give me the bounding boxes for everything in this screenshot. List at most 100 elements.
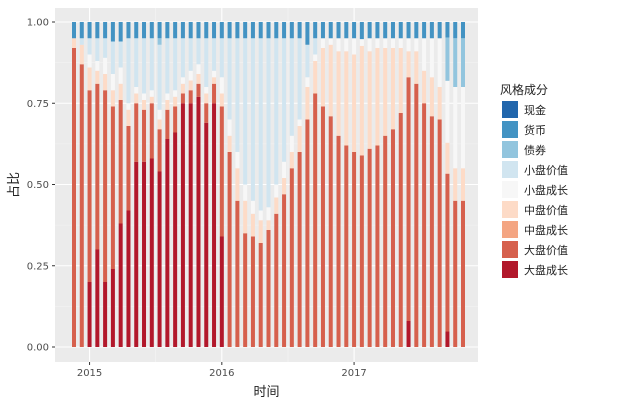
x-tick-label: 2015 (77, 368, 102, 379)
bar-segment (243, 200, 248, 234)
bar-segment (134, 22, 139, 39)
legend-label: 中盘价值 (524, 203, 568, 217)
bar-segment (375, 22, 380, 39)
bar-segment (204, 93, 209, 104)
bar-segment (367, 38, 372, 52)
bar-segment (328, 44, 333, 117)
bar-segment (126, 109, 131, 126)
bar-segment (235, 152, 240, 169)
bar-segment (414, 22, 419, 39)
bar-segment (437, 119, 442, 347)
bar-segment (461, 22, 465, 39)
bar-segment (180, 77, 185, 84)
bar-segment (188, 70, 193, 81)
bar-segment (250, 213, 255, 237)
bar-segment (274, 22, 279, 39)
bar-segment (383, 135, 388, 347)
bar-segment (173, 22, 178, 39)
bar-segment (196, 96, 201, 347)
legend-label: 货币 (524, 123, 546, 137)
bar-segment (149, 38, 154, 91)
bar-segment (118, 223, 123, 347)
x-axis: 2015 2016 2017 (77, 362, 367, 379)
bar-segment (165, 38, 170, 94)
bar-segment (165, 22, 170, 39)
bar-segment (126, 126, 131, 211)
bar-segment (453, 168, 458, 201)
bar-segment (235, 200, 240, 347)
bars (72, 22, 465, 347)
bar-segment (110, 74, 115, 91)
bar-segment (352, 22, 357, 39)
legend-label: 债券 (524, 143, 546, 157)
bar-segment (445, 173, 450, 332)
bar-segment (336, 22, 341, 39)
x-axis-title: 时间 (253, 385, 279, 400)
bar-segment (359, 45, 364, 156)
bar-segment (390, 48, 395, 130)
bar-segment (165, 109, 170, 139)
legend-title: 风格成分 (500, 82, 548, 97)
bar-segment (134, 38, 139, 87)
bar-segment (313, 61, 318, 94)
bar-segment (110, 90, 115, 107)
bar-segment (95, 61, 100, 71)
bar-segment (188, 38, 193, 71)
bar-segment (243, 233, 248, 347)
bar-segment (367, 148, 372, 347)
bar-segment (196, 64, 201, 74)
bar-segment (235, 168, 240, 201)
bar-segment (219, 236, 224, 347)
bar-segment (422, 103, 427, 347)
bar-segment (375, 48, 380, 146)
legend-key (502, 221, 518, 238)
bar-segment (118, 100, 123, 224)
bar-segment (313, 22, 318, 39)
bar-segment (305, 87, 310, 120)
bar-segment (336, 51, 341, 136)
bar-segment (95, 38, 100, 61)
bar-segment (87, 22, 92, 39)
bar-segment (118, 67, 123, 84)
bar-segment (297, 119, 302, 126)
y-tick-label: 0.25 (27, 261, 49, 272)
bar-segment (72, 48, 76, 347)
bar-segment (227, 119, 232, 136)
bar-segment (305, 22, 310, 45)
bar-segment (87, 54, 92, 68)
bar-segment (328, 38, 333, 45)
bar-segment (305, 77, 310, 87)
bar-segment (157, 22, 162, 39)
bar-segment (297, 152, 302, 347)
y-axis-title: 占比 (7, 172, 22, 198)
bar-segment (375, 145, 380, 347)
legend-key (502, 181, 518, 198)
bar-segment (266, 220, 271, 230)
bar-segment (344, 145, 349, 347)
bar-segment (305, 44, 310, 78)
bar-segment (180, 93, 185, 104)
bar-segment (103, 90, 108, 282)
bar-segment (414, 51, 419, 84)
bar-segment (367, 22, 372, 39)
bar-segment (165, 139, 170, 347)
bar-segment (274, 184, 279, 198)
bar-segment (266, 230, 271, 347)
bar-segment (212, 103, 217, 347)
bar-segment (227, 135, 232, 152)
bar-segment (445, 142, 450, 174)
bar-segment (134, 87, 139, 94)
bar-segment (429, 116, 434, 347)
bar-segment (445, 331, 450, 347)
bar-segment (344, 38, 349, 52)
bar-segment (422, 38, 427, 71)
bar-segment (422, 22, 427, 39)
bar-segment (173, 106, 178, 133)
bar-segment (142, 100, 147, 110)
bar-segment (134, 161, 139, 347)
bar-segment (196, 22, 201, 39)
bar-segment (398, 38, 403, 48)
bar-segment (289, 135, 294, 152)
bar-segment (313, 38, 318, 55)
